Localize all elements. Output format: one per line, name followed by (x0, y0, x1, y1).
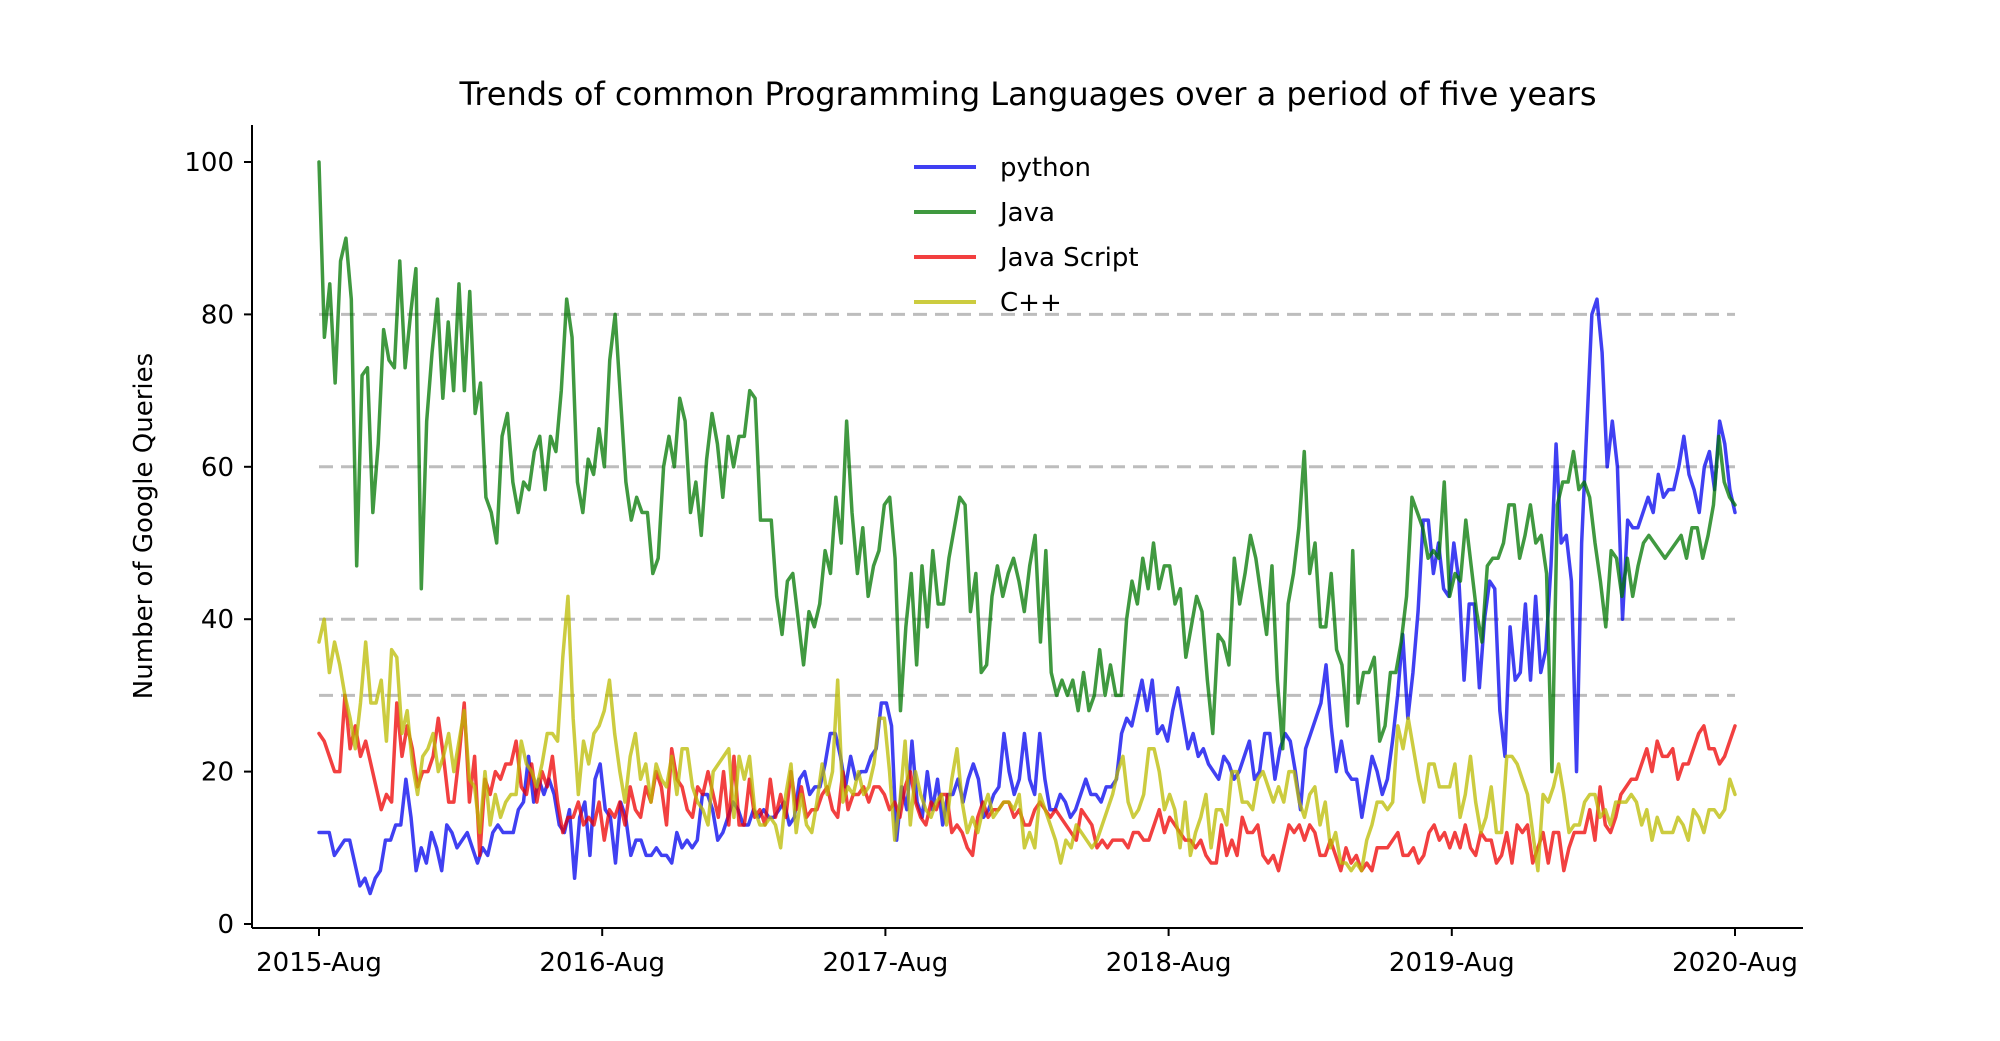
y-tick-label: 20 (201, 758, 234, 788)
x-tick-label: 2016-Aug (539, 948, 665, 978)
x-tick-label: 2020-Aug (1672, 948, 1798, 978)
series-line-java-script (317, 693, 1737, 873)
legend-label-java-script: Java Script (998, 243, 1139, 273)
x-tick-label: 2018-Aug (1106, 948, 1232, 978)
legend-label-java: Java (998, 198, 1055, 228)
x-tick-label: 2019-Aug (1389, 948, 1515, 978)
legend-label-c-: C++ (1000, 288, 1062, 318)
series-line-python (317, 297, 1737, 896)
x-tick-label: 2015-Aug (256, 948, 382, 978)
series-lines (317, 160, 1737, 896)
y-tick-label: 80 (201, 300, 234, 330)
y-axis-label: Number of Google Queries (129, 353, 159, 699)
y-ticks: 0 20 40 60 80 100 (184, 148, 252, 940)
series-line-c- (317, 594, 1737, 873)
chart-title: Trends of common Programming Languages o… (458, 75, 1596, 113)
y-tick-label: 40 (201, 605, 234, 635)
legend: python Java Java Script C++ (914, 153, 1139, 318)
axes (251, 125, 1803, 929)
y-tick-label: 0 (217, 910, 234, 940)
x-ticks: 2015-Aug 2016-Aug 2017-Aug 2018-Aug 2019-Aug… (256, 928, 1798, 978)
legend-label-python: python (1000, 153, 1091, 183)
y-tick-label: 100 (184, 148, 234, 178)
series-line-java (317, 160, 1737, 774)
x-tick-label: 2017-Aug (823, 948, 949, 978)
y-tick-label: 60 (201, 453, 234, 483)
